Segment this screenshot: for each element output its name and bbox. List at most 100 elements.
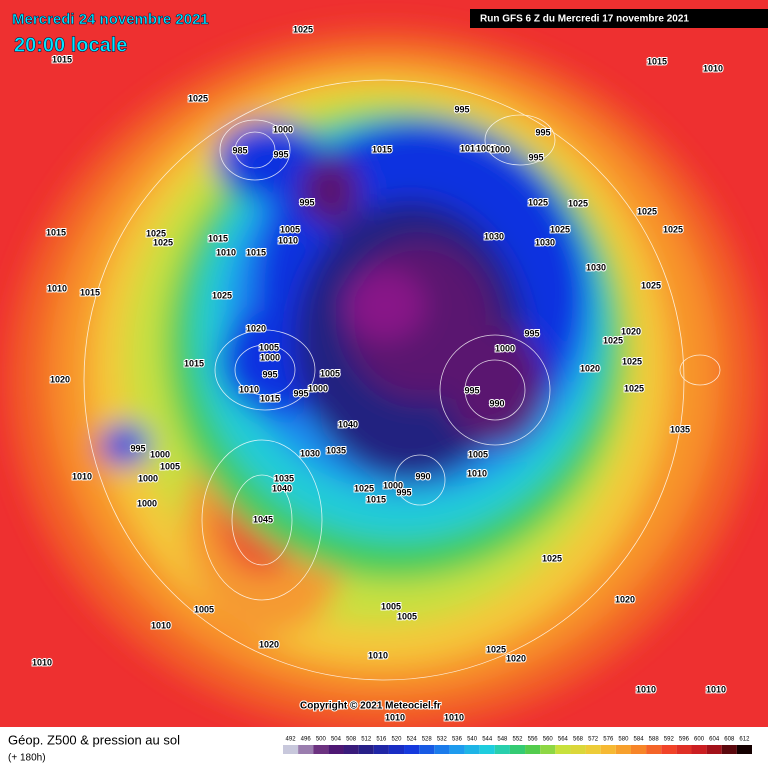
scale-swatch [434, 745, 450, 754]
scale-swatch [419, 745, 435, 754]
isobar-label: 1020 [621, 326, 641, 336]
scale-label: 588 [649, 737, 660, 743]
color-scale: 492 496 500 504 508 512 516 520 524 528 532 536 540 5… [283, 737, 752, 754]
isobar-label: 1015 [52, 54, 72, 64]
scale-swatch [721, 745, 737, 754]
scale-swatch [373, 745, 389, 754]
scale-label: 596 [679, 737, 690, 743]
isobar-label: 1015 [366, 494, 386, 504]
isobar-label: 1015 [208, 233, 228, 243]
isobar-label: 1010 [460, 143, 480, 153]
isobar-label: 1000 [495, 343, 515, 353]
isobar-label: 1030 [484, 231, 504, 241]
scale-swatch [298, 745, 314, 754]
isobar-label: 1015 [80, 287, 100, 297]
isobar-label: 1020 [259, 639, 279, 649]
scale-label: 564 [558, 737, 569, 743]
isobar-label: 1000 [260, 352, 280, 362]
isobar-label: 1010 [706, 684, 726, 694]
scale-label: 548 [497, 737, 508, 743]
isobar-label: 1010 [636, 684, 656, 694]
scale-swatch [509, 745, 526, 754]
isobar-label: 1035 [274, 473, 294, 483]
isobar-label: 1005 [160, 461, 180, 471]
isobar-label: 1005 [280, 224, 300, 234]
isobar-label: 985 [232, 145, 247, 155]
isobar-label: 1005 [468, 449, 488, 459]
isobar-label: 1035 [326, 445, 346, 455]
scale-label: 572 [588, 737, 599, 743]
isobar-label: 1000 [150, 449, 170, 459]
isobar-label: 1010 [239, 384, 259, 394]
scale-label: 608 [724, 737, 735, 743]
scale-label: 540 [467, 737, 478, 743]
scale-label: 568 [573, 737, 584, 743]
isobar-label: 1045 [253, 514, 273, 524]
isobar-label: 1015 [184, 358, 204, 368]
scale-swatch [479, 745, 495, 754]
run-info: Run GFS 6 Z du Mercredi 17 novembre 2021 [480, 14, 689, 25]
isobar-label: 1025 [188, 93, 208, 103]
isobar-label: 1005 [194, 604, 214, 614]
scale-label: 492 [286, 737, 297, 743]
isobar-label: 990 [489, 398, 504, 408]
isobar-label: 1015 [260, 393, 280, 403]
scale-swatch [464, 745, 480, 754]
isobar-label: 1015 [46, 227, 66, 237]
isobar-label: 1005 [476, 143, 496, 153]
run-box [470, 9, 768, 28]
isobar-label: 995 [293, 388, 308, 398]
isobar-label: 1025 [550, 224, 570, 234]
isobar-label: 1040 [338, 419, 358, 429]
isobar-label: 1010 [32, 657, 52, 667]
isobar-label: 1005 [320, 368, 340, 378]
isobar-label: 995 [454, 104, 469, 114]
scale-swatch [525, 745, 541, 754]
isobar-label: 1000 [383, 480, 403, 490]
scale-swatch [661, 745, 677, 754]
isobar-label: 1010 [385, 712, 405, 722]
isobar-label: 1025 [354, 483, 374, 493]
isobar-label: 1020 [580, 363, 600, 373]
scale-swatch [388, 745, 405, 754]
scale-swatch [313, 745, 329, 754]
isobar-label: 1010 [47, 283, 67, 293]
isobar-label: 1030 [300, 448, 320, 458]
scale-swatch [404, 745, 420, 754]
isobar-label: 1025 [568, 198, 588, 208]
scale-swatch [615, 745, 631, 754]
scale-label: 612 [739, 737, 750, 743]
isobar-label: 1010 [151, 620, 171, 630]
isobar-label: 1000 [490, 144, 510, 154]
scale-label: 504 [331, 737, 342, 743]
isobar-label: 1025 [641, 280, 661, 290]
isobar-label: 995 [130, 443, 145, 453]
isobar-label: 1025 [293, 24, 313, 34]
isobar-label: 1020 [615, 594, 635, 604]
isobar-label: 1025 [622, 356, 642, 366]
isobar-label: 1040 [272, 483, 292, 493]
title: Mercredi 24 novembre 2021 [12, 11, 209, 28]
isobar-label: 995 [524, 328, 539, 338]
isobar-label: 1010 [368, 650, 388, 660]
scale-label: 520 [391, 737, 402, 743]
isobar-label: 1025 [153, 237, 173, 247]
scale-label: 556 [528, 737, 539, 743]
scale-swatch [358, 745, 374, 754]
isobars [83, 79, 721, 681]
isobar-label: 1025 [624, 383, 644, 393]
scale-label: 536 [452, 737, 463, 743]
scale-swatch [343, 745, 359, 754]
isobar-label: 1025 [146, 228, 166, 238]
copyright: Copyright © 2021 Meteociel.fr [300, 701, 441, 712]
isobar-label: 995 [528, 152, 543, 162]
scale-label: 580 [618, 737, 629, 743]
scale-swatch [600, 745, 616, 754]
scale-label: 508 [346, 737, 357, 743]
isobar-label: 1000 [138, 473, 158, 483]
isobar-label: 1020 [506, 653, 526, 663]
scale-label: 516 [376, 737, 387, 743]
isobar-label: 1030 [586, 262, 606, 272]
scale-label: 524 [407, 737, 418, 743]
isobar-label: 1000 [273, 124, 293, 134]
